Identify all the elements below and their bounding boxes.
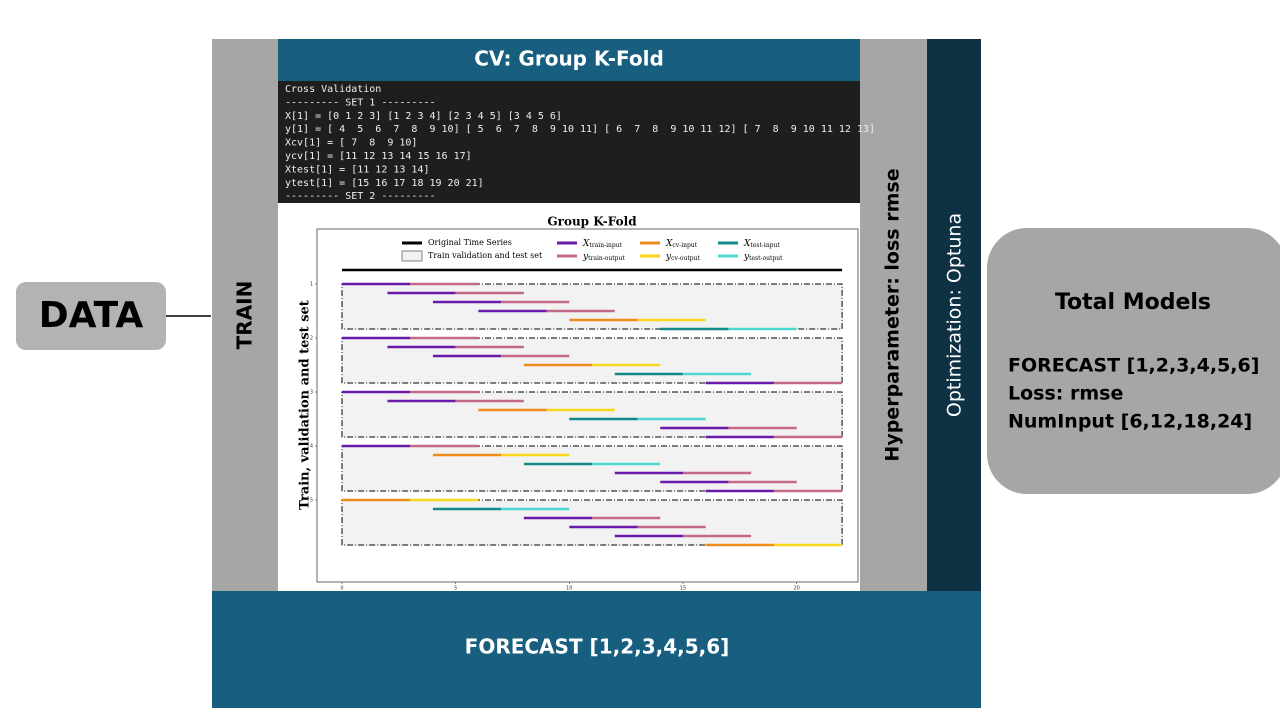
console-line: y[1] = [ 4 5 6 7 8 9 10] [ 5 6 7 8 9 10 … xyxy=(285,124,875,135)
footer-bar xyxy=(212,591,981,708)
chart: Group K-Fold Train, validation and test s… xyxy=(298,215,859,592)
legend-symbol: X xyxy=(582,239,590,249)
total-models-title: Total Models xyxy=(1055,290,1211,315)
legend-label: Train validation and test set xyxy=(428,251,543,260)
x-tick-label: 15 xyxy=(680,586,686,592)
console-line: Xtest[1] = [11 12 13 14] xyxy=(285,164,430,175)
legend-label: ytrain-output xyxy=(582,252,625,262)
legend-subscript: test-output xyxy=(749,255,783,262)
train-label: TRAIN xyxy=(233,281,257,350)
console-line: --------- SET 2 --------- xyxy=(285,191,436,202)
legend-label: Original Time Series xyxy=(428,238,512,247)
legend-subscript: cv-output xyxy=(671,255,700,262)
legend-label: Xtest-input xyxy=(743,239,780,249)
legend-symbol: y xyxy=(743,252,750,262)
console-line: Xcv[1] = [ 7 8 9 10] xyxy=(285,138,417,149)
y-tick-label: 2 xyxy=(310,336,313,342)
console-lines: Cross Validation --------- SET 1 --------… xyxy=(285,84,875,202)
legend-label: ytest-output xyxy=(743,252,783,262)
legend-swatch xyxy=(401,250,423,262)
hyperparameter-column xyxy=(860,39,927,591)
legend-subscript: train-output xyxy=(588,255,625,262)
console xyxy=(278,81,860,203)
chart-title: Group K-Fold xyxy=(547,215,637,229)
set-box xyxy=(341,391,843,438)
hyperparameter-label: Hyperparameter: loss rmse xyxy=(882,168,904,461)
y-tick-label: 3 xyxy=(310,390,313,396)
legend-subscript: cv-input xyxy=(672,242,697,249)
header-bar xyxy=(278,39,860,81)
console-line: Cross Validation xyxy=(285,84,381,95)
legend-symbol: X xyxy=(743,239,751,249)
legend-label: ycv-output xyxy=(665,252,700,262)
legend-symbol: X xyxy=(665,239,673,249)
x-tick-label: 0 xyxy=(340,586,343,592)
train-column xyxy=(212,39,278,591)
y-axis-label: Train, validation and test set xyxy=(298,300,313,510)
header-title: CV: Group K-Fold xyxy=(474,47,664,71)
set-box xyxy=(341,337,843,384)
total-models-lines: FORECAST [1,2,3,4,5,6] Loss: rmse NumInput… xyxy=(1008,355,1259,433)
x-tick-label: 20 xyxy=(793,586,799,592)
total-models-box xyxy=(987,228,1280,494)
model-setting: Loss: rmse xyxy=(1008,383,1123,405)
plot-frame xyxy=(316,228,859,583)
model-setting: NumInput [6,12,18,24] xyxy=(1008,411,1252,433)
legend-label: Xtrain-input xyxy=(582,239,623,249)
set-box xyxy=(341,283,843,330)
set-box xyxy=(341,445,843,492)
optimization-column xyxy=(927,39,981,591)
data-label: DATA xyxy=(39,295,144,336)
legend-subscript: test-input xyxy=(750,242,780,249)
model-setting: FORECAST [1,2,3,4,5,6] xyxy=(1008,355,1259,377)
data-box xyxy=(16,282,166,350)
y-tick-label: 1 xyxy=(310,282,313,288)
console-line: X[1] = [0 1 2 3] [1 2 3 4] [2 3 4 5] [3 … xyxy=(285,111,562,122)
y-tick-label: 4 xyxy=(310,444,313,450)
legend-symbol: y xyxy=(582,252,589,262)
set-box xyxy=(341,499,843,546)
legend-subscript: train-input xyxy=(589,242,622,249)
console-line: ytest[1] = [15 16 17 18 19 20 21] xyxy=(285,178,484,189)
console-line: ycv[1] = [11 12 13 14 15 16 17] xyxy=(285,151,472,162)
optimization-label: Optimization: Optuna xyxy=(944,213,966,417)
legend-symbol: y xyxy=(665,252,672,262)
x-tick-label: 10 xyxy=(566,586,572,592)
console-line: --------- SET 1 --------- xyxy=(285,97,436,108)
y-tick-label: 5 xyxy=(310,498,313,504)
footer-label: FORECAST [1,2,3,4,5,6] xyxy=(465,635,730,659)
legend-label: Xcv-input xyxy=(665,239,698,249)
x-tick-label: 5 xyxy=(454,586,457,592)
